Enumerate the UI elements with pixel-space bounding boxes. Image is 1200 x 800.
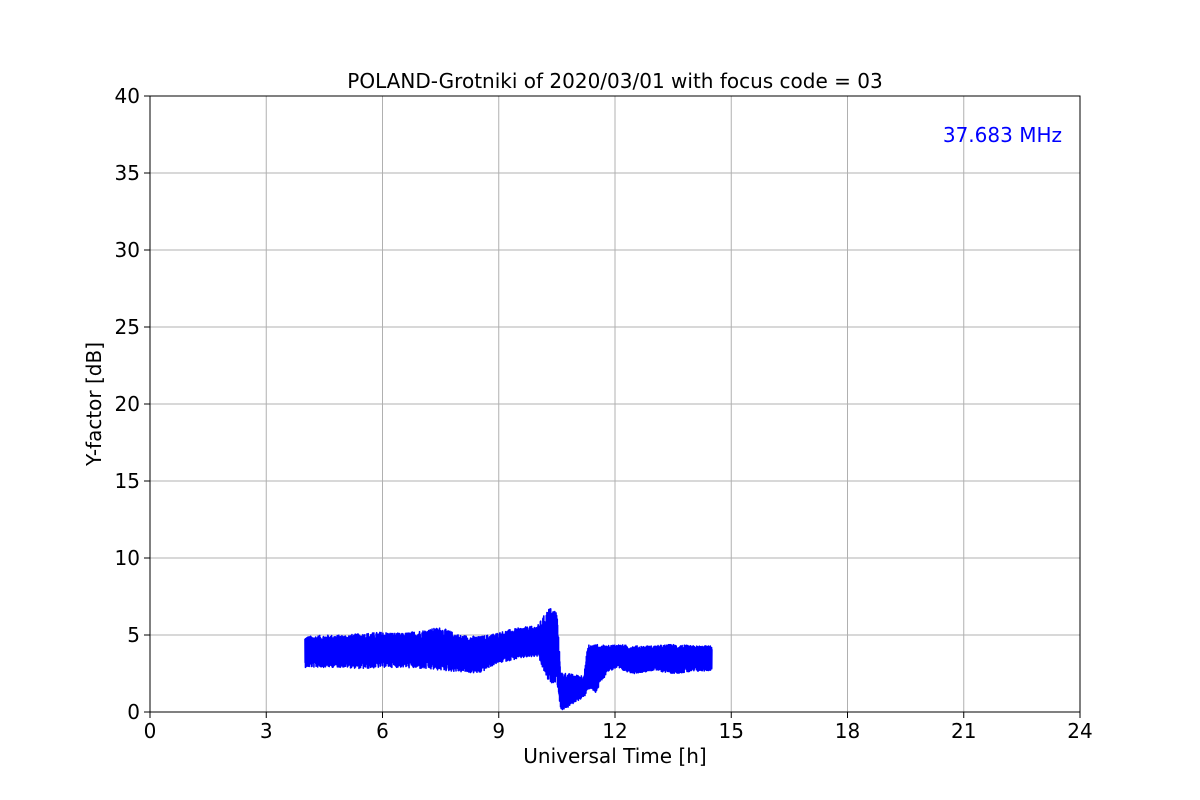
x-tick-label: 24: [1067, 719, 1092, 743]
x-axis-label: Universal Time [h]: [523, 744, 706, 768]
x-tick-label: 12: [602, 719, 627, 743]
y-tick-label: 5: [127, 623, 140, 647]
x-tick-label: 0: [144, 719, 157, 743]
y-tick-label: 30: [115, 238, 140, 262]
x-tick-label: 3: [260, 719, 273, 743]
x-tick-label: 21: [951, 719, 976, 743]
y-tick-label: 25: [115, 315, 140, 339]
x-tick-label: 18: [835, 719, 860, 743]
y-tick-label: 10: [115, 546, 140, 570]
axis-ticks: 0 3 6 9 12 15 18 21 24 0 5 10 15 20 25 30 35 40: [115, 84, 1093, 743]
x-tick-label: 6: [376, 719, 389, 743]
series-line: [304, 608, 713, 711]
x-tick-label: 9: [492, 719, 505, 743]
frequency-annotation: 37.683 MHz: [943, 123, 1062, 147]
y-axis-label: Y-factor [dB]: [82, 342, 106, 467]
y-tick-label: 15: [115, 469, 140, 493]
chart-title: POLAND-Grotniki of 2020/03/01 with focus…: [347, 69, 882, 93]
x-tick-label: 15: [719, 719, 744, 743]
y-tick-label: 20: [115, 392, 140, 416]
series-layer: [304, 608, 713, 711]
y-tick-label: 40: [115, 84, 140, 108]
y-tick-label: 35: [115, 161, 140, 185]
y-tick-label: 0: [127, 700, 140, 724]
